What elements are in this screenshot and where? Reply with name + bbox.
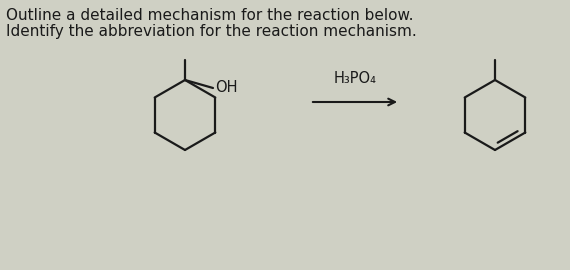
Text: Identify the abbreviation for the reaction mechanism.: Identify the abbreviation for the reacti…: [6, 24, 417, 39]
Text: H₃PO₄: H₃PO₄: [333, 71, 376, 86]
Text: Outline a detailed mechanism for the reaction below.: Outline a detailed mechanism for the rea…: [6, 8, 413, 23]
Text: OH: OH: [215, 80, 238, 96]
